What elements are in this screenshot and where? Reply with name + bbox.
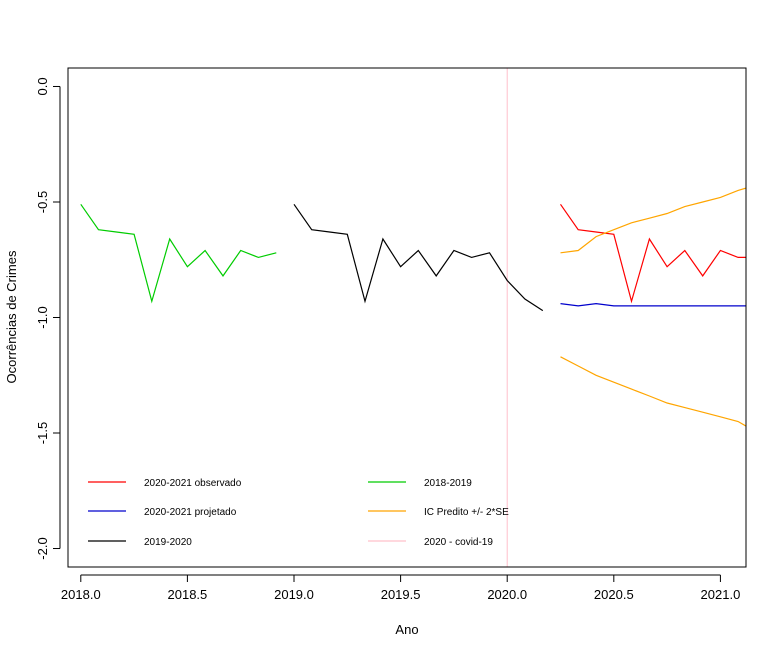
legend-label-2019-2020: 2019-2020 [144,537,192,548]
x-axis-title: Ano [395,622,418,637]
y-tick-label: -1.5 [35,422,50,444]
x-axis: 2018.0 2018.5 2019.0 2019.5 2020.0 2020.5 2021… [61,574,741,602]
x-tick-label: 2018.5 [168,587,208,602]
plot-area [80,68,746,567]
x-tick-label: 2021.0 [701,587,741,602]
series-line-ic-predito-2-se-4 [560,187,746,254]
x-tick-label: 2019.5 [381,587,421,602]
legend-label-2020-2021-observado: 2020-2021 observado [144,478,242,489]
y-tick-label: -2.0 [35,537,50,559]
plot-frame [67,67,747,568]
series-line-2020-2021-projetado-3 [560,302,746,307]
x-tick-label: 2020.5 [594,587,634,602]
y-tick-label: -1.0 [35,306,50,328]
series-line-2018-2019-0 [80,203,277,304]
x-tick-label: 2018.0 [61,587,101,602]
series-line-ic-predito-2-se-5 [560,356,746,427]
series-line-2019-2020-1 [293,203,544,312]
y-axis-title: Ocorrências de Crimes [4,250,19,383]
legend: 2020-2021 observado 2020-2021 projetado 20… [88,478,509,548]
y-tick-label: -0.5 [35,191,50,213]
y-axis: 0.0 -0.5 -1.0 -1.5 -2.0 [35,77,61,560]
legend-label-2020-2021-projetado: 2020-2021 projetado [144,507,237,518]
x-tick-label: 2019.0 [274,587,314,602]
legend-label-ic-predito-2-se: IC Predito +/- 2*SE [424,507,509,518]
series-line-2020-2021-observado-2 [560,203,746,304]
legend-label-2018-2019: 2018-2019 [424,478,472,489]
y-tick-label: 0.0 [35,77,50,95]
legend-label-2020-covid-19: 2020 - covid-19 [424,537,493,548]
x-tick-label: 2020.0 [487,587,527,602]
